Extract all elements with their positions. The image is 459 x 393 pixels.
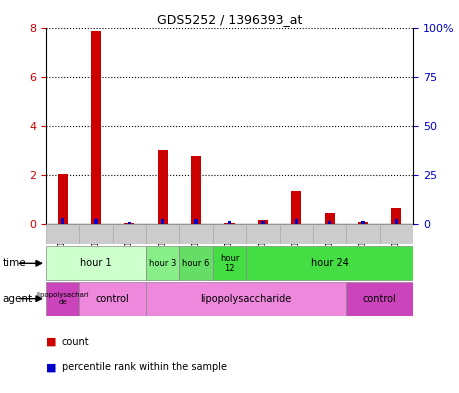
Bar [261, 221, 264, 224]
FancyBboxPatch shape [246, 246, 413, 280]
Text: lipopolysachari
de: lipopolysachari de [36, 292, 89, 305]
Title: GDS5252 / 1396393_at: GDS5252 / 1396393_at [157, 13, 302, 26]
Text: hour 1: hour 1 [80, 258, 112, 268]
Text: hour 6: hour 6 [182, 259, 210, 268]
Bar [325, 213, 335, 224]
Bar [258, 220, 268, 224]
FancyBboxPatch shape [46, 282, 79, 316]
Text: control: control [96, 294, 129, 304]
Bar [295, 219, 298, 224]
Text: ■: ■ [46, 362, 56, 373]
Bar [328, 221, 331, 224]
FancyBboxPatch shape [79, 282, 146, 316]
Bar [291, 191, 301, 224]
Bar [195, 219, 198, 224]
FancyBboxPatch shape [112, 224, 146, 244]
FancyBboxPatch shape [213, 246, 246, 280]
Bar [361, 221, 365, 224]
Bar [395, 219, 398, 224]
Bar [358, 222, 368, 224]
Bar [224, 223, 235, 224]
Text: hour 3: hour 3 [149, 259, 176, 268]
FancyBboxPatch shape [179, 224, 213, 244]
Bar [158, 150, 168, 224]
FancyBboxPatch shape [280, 224, 313, 244]
FancyBboxPatch shape [46, 246, 146, 280]
Text: time: time [2, 258, 26, 268]
Text: percentile rank within the sample: percentile rank within the sample [62, 362, 227, 373]
FancyBboxPatch shape [246, 224, 280, 244]
Text: ■: ■ [46, 337, 56, 347]
FancyBboxPatch shape [79, 224, 112, 244]
Text: hour 24: hour 24 [311, 258, 348, 268]
Bar [191, 156, 201, 224]
FancyBboxPatch shape [46, 224, 79, 244]
Bar [228, 221, 231, 224]
FancyBboxPatch shape [179, 246, 213, 280]
Bar [124, 223, 134, 224]
Text: agent: agent [2, 294, 33, 304]
Bar [161, 219, 164, 224]
Bar [392, 208, 402, 224]
Text: control: control [363, 294, 397, 304]
Bar [94, 219, 98, 224]
Text: count: count [62, 337, 90, 347]
Bar [61, 218, 64, 224]
FancyBboxPatch shape [146, 282, 347, 316]
FancyBboxPatch shape [347, 224, 380, 244]
FancyBboxPatch shape [146, 224, 179, 244]
FancyBboxPatch shape [146, 246, 179, 280]
FancyBboxPatch shape [213, 224, 246, 244]
Bar [57, 174, 67, 224]
Bar [91, 31, 101, 224]
FancyBboxPatch shape [380, 224, 413, 244]
FancyBboxPatch shape [347, 282, 413, 316]
Text: lipopolysaccharide: lipopolysaccharide [201, 294, 292, 304]
Bar [128, 222, 131, 224]
FancyBboxPatch shape [313, 224, 347, 244]
Text: hour
12: hour 12 [220, 253, 239, 273]
